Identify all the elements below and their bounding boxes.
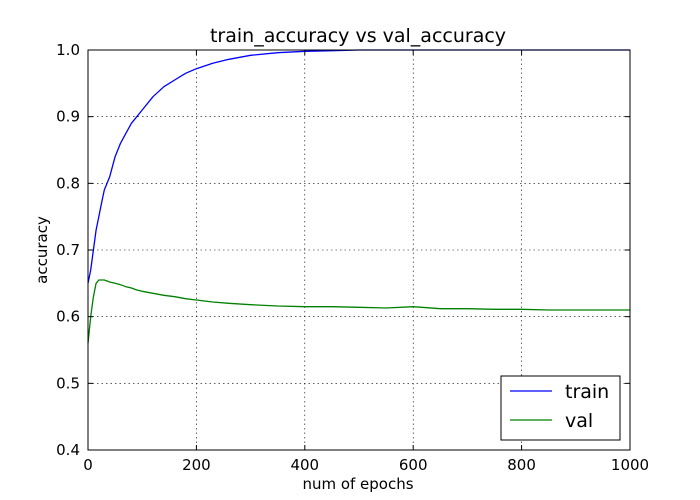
x-tick-label: 0 [83,456,93,474]
series-line-val [87,279,630,344]
x-tick-label: 800 [507,456,536,474]
legend-label-train: train [565,381,609,403]
x-tick-label: 400 [290,456,319,474]
y-tick-labels: 0.4 0.5 0.6 0.7 0.8 0.9 1.0 [56,41,80,459]
legend-label-val: val [565,410,593,432]
series-line-train [87,49,630,284]
chart-title: train_accuracy vs val_accuracy [210,25,506,47]
series-layer [87,49,630,344]
x-axis-label: num of epochs [302,475,413,493]
y-tick-label: 0.4 [56,441,80,459]
y-axis-label: accuracy [33,216,51,284]
y-tick-label: 0.8 [56,174,80,192]
x-tick-label: 200 [182,456,211,474]
x-tick-label: 600 [399,456,428,474]
x-tick-label: 1000 [611,456,649,474]
y-tick-label: 0.9 [56,108,80,126]
legend-box [500,375,621,441]
y-tick-label: 0.7 [56,241,80,259]
tick-marks [87,49,631,451]
x-tick-labels: 0 200 400 600 800 1000 [83,456,649,474]
y-tick-label: 0.6 [56,308,80,326]
legend: train val [500,375,621,441]
y-tick-label: 0.5 [56,374,80,392]
y-tick-label: 1.0 [56,41,80,59]
